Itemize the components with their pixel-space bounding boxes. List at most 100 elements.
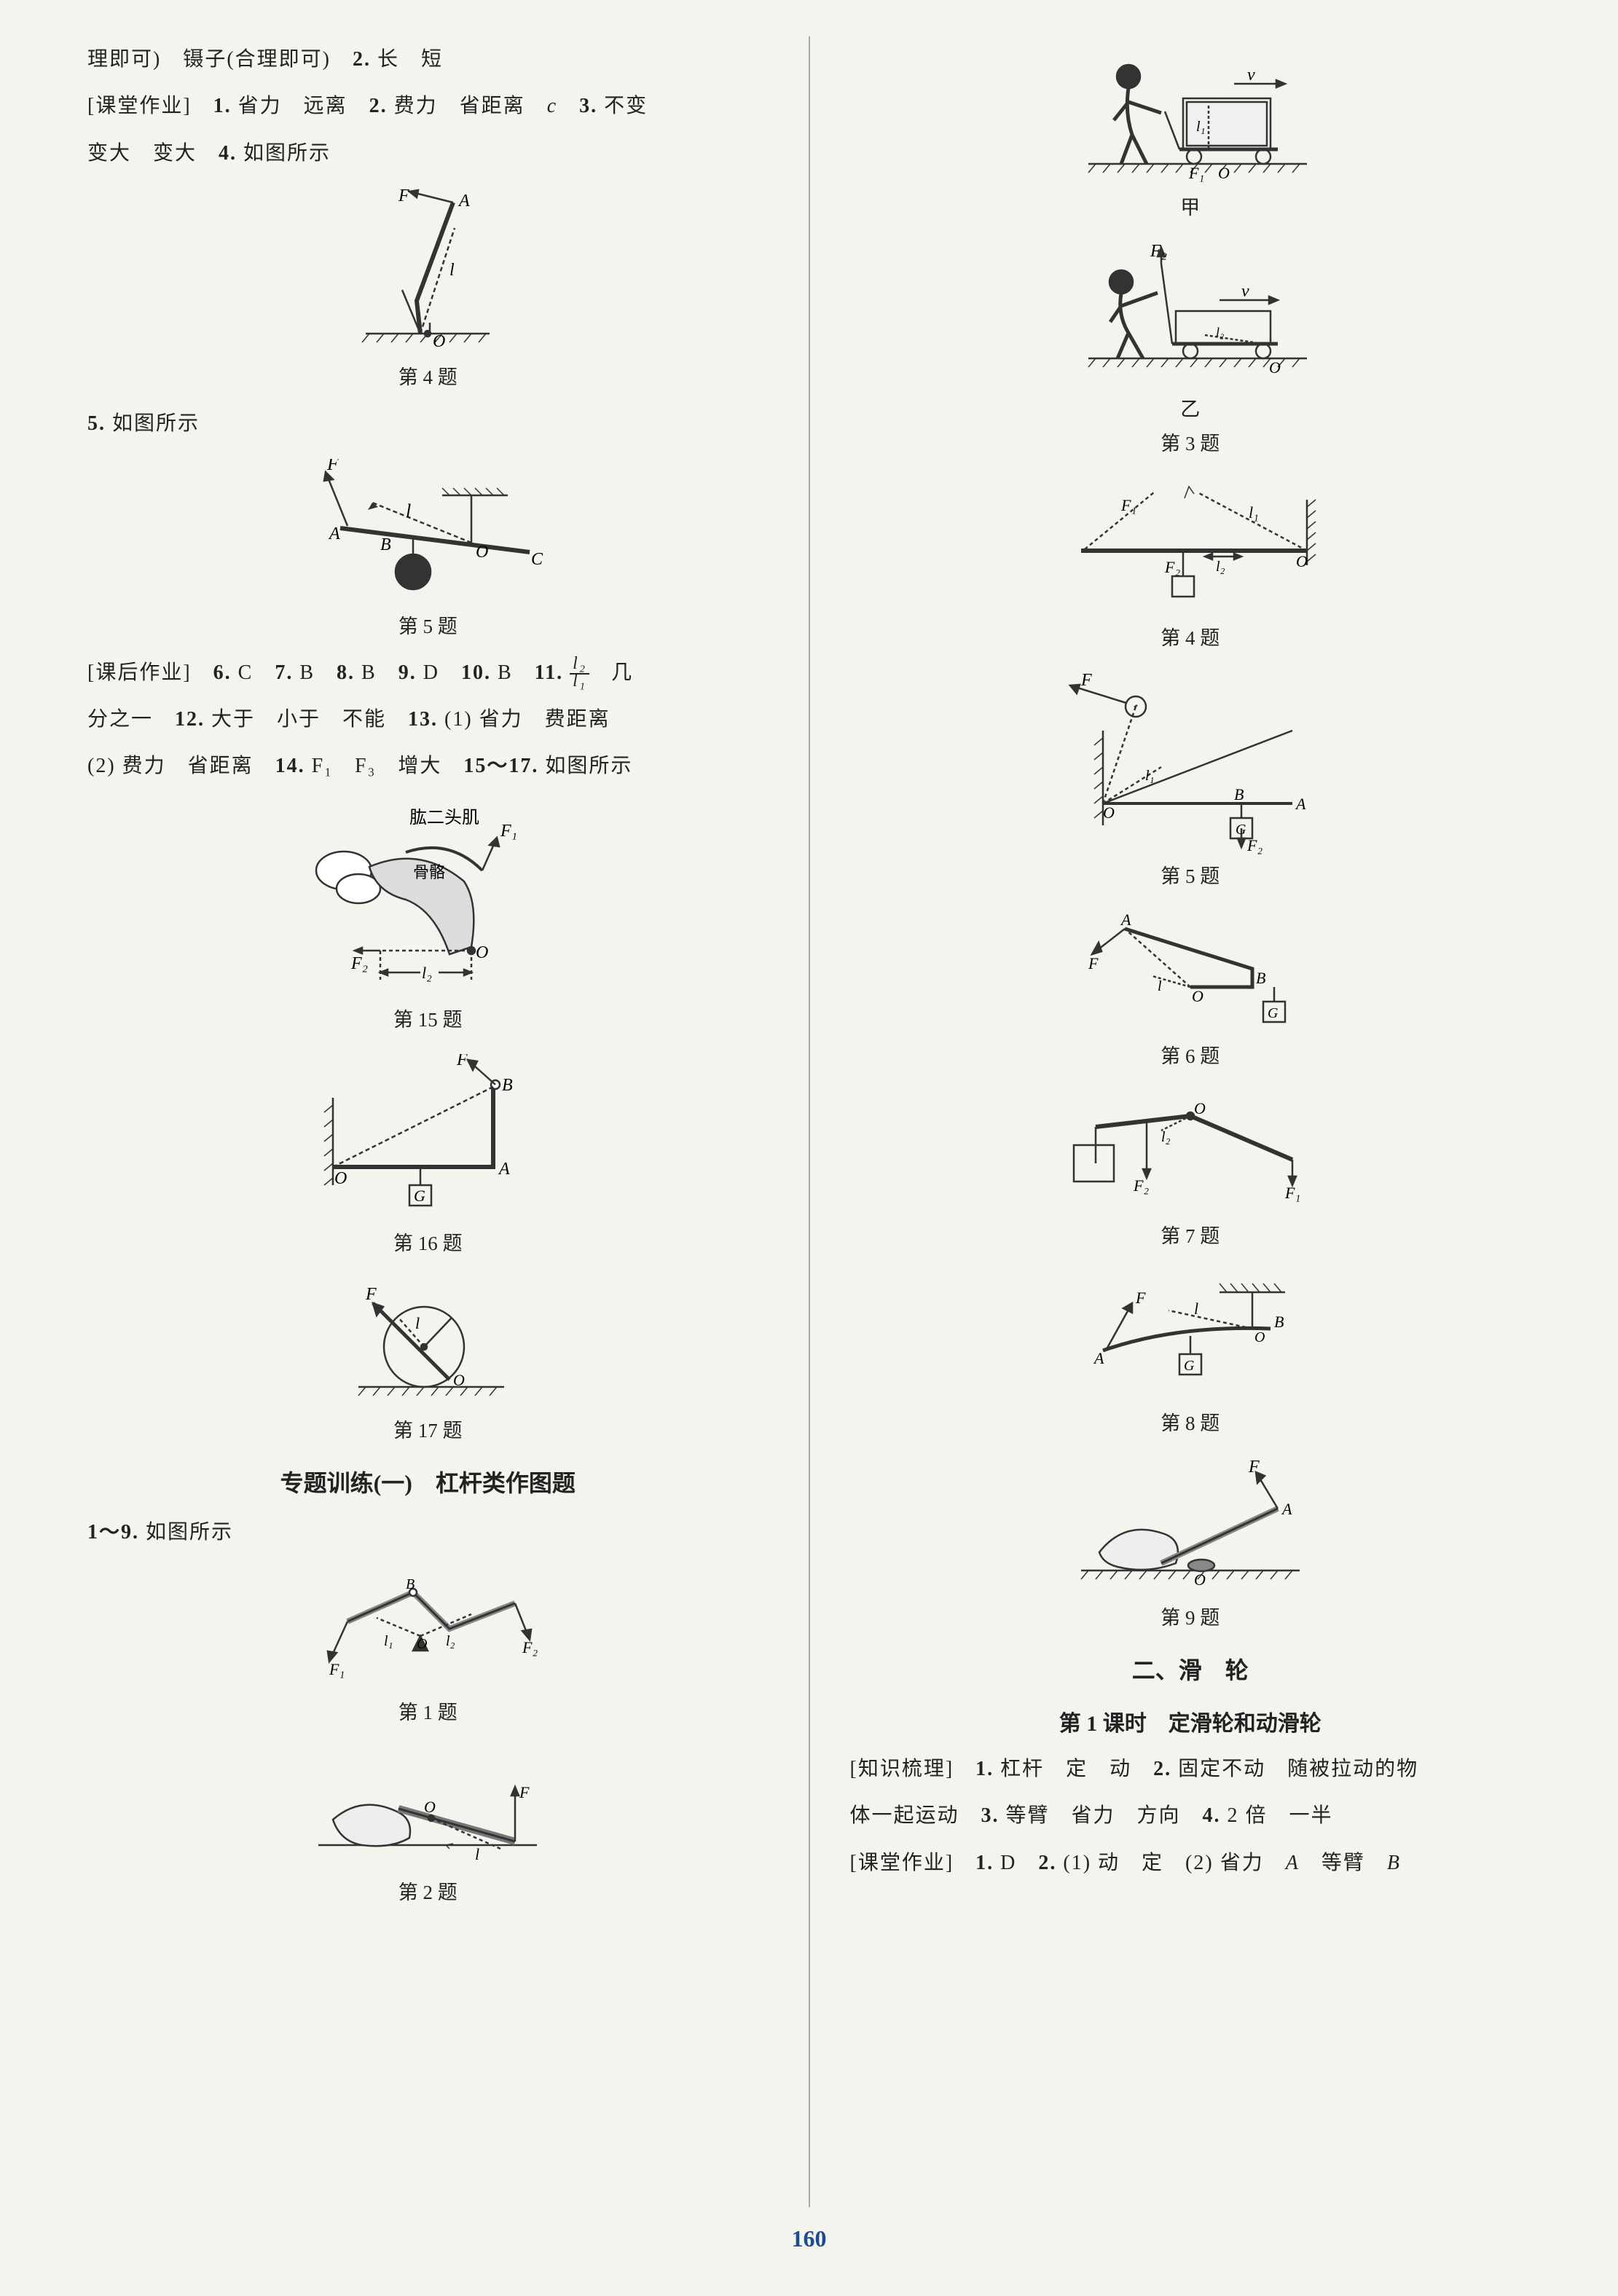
t: 如图所示: [237, 142, 331, 165]
figure-caption: 第 9 题: [1161, 1602, 1220, 1630]
text-line: 5. 如图所示: [87, 401, 769, 447]
lbl: l₁: [1196, 119, 1206, 135]
lbl: 骨骼: [413, 863, 445, 881]
lbl: l: [1158, 978, 1162, 994]
figure-15: 肱二头肌 F₁ 骨骼 F₂ l₂ O 第 15 题: [87, 801, 769, 1032]
text-line: [知识梳理] 1. 杠杆 定 动 2. 固定不动 随被拉动的物: [850, 1746, 1531, 1793]
lbl: A: [1120, 911, 1131, 929]
figure-5: F l A B O C 第 5 题: [87, 459, 769, 639]
t: B: [293, 661, 337, 684]
lbl: O: [417, 1636, 427, 1652]
lbl: l₁: [384, 1633, 393, 1649]
figure-16: F B A O G 第 16 题: [87, 1054, 769, 1256]
text-line: 体一起运动 3. 等臂 省力 方向 4. 2 倍 一半: [850, 1793, 1531, 1839]
lbl: A: [328, 524, 340, 543]
figure-4: F A l O 第 4 题: [87, 188, 769, 390]
lbl: B: [1274, 1313, 1284, 1331]
lbl: F: [1088, 954, 1099, 972]
page-number: 160: [0, 2225, 1618, 2252]
lbl: l: [415, 1314, 420, 1332]
section-heading: 专题训练(一) 杠杆类作图题: [87, 1465, 769, 1498]
lbl: F: [519, 1783, 530, 1801]
text-line: 理即可) 镊子(合理即可) 2. 长 短: [87, 36, 769, 83]
t: 长 短: [371, 48, 443, 71]
lbl: l: [475, 1845, 479, 1863]
diagram-crowbar-icon: O F l: [304, 1747, 551, 1871]
figure-17: F l O 第 17 题: [87, 1278, 769, 1443]
lbl: O: [1218, 164, 1230, 182]
figure-caption: 第 3 题: [1161, 428, 1220, 456]
diagram-crane-icon: O l₂ F₂ F₁: [1052, 1090, 1329, 1214]
t: 2 倍 一半: [1221, 1804, 1333, 1827]
lbl: F: [1248, 1458, 1260, 1477]
t: 理即可) 镊子(合理即可): [87, 48, 353, 71]
lbl: C: [531, 550, 543, 569]
figure-r8: F l B O A G 第 8 题: [850, 1270, 1531, 1436]
diagram-lever-icon: B F₁ F₂ l₁ l₂ O: [304, 1567, 551, 1691]
lbl: l: [1194, 1300, 1198, 1318]
lbl: O: [476, 543, 488, 562]
lbl: F: [1135, 1289, 1146, 1307]
page-content: 理即可) 镊子(合理即可) 2. 长 短 [课堂作业] 1. 省力 远离 2. …: [87, 36, 1531, 2207]
qn: 5.: [87, 412, 106, 435]
lbl: l₂: [446, 1633, 455, 1649]
lbl: F₂: [1150, 242, 1167, 261]
diagram-lever-icon: F B A O G: [304, 1054, 551, 1222]
lbl: O: [334, 1169, 347, 1188]
qn: 2.: [353, 48, 371, 71]
figure-caption: 第 16 题: [393, 1227, 463, 1256]
t: 省力 远离: [232, 95, 369, 117]
lbl: A: [1281, 1500, 1292, 1518]
t: 分之一: [87, 708, 175, 731]
qn: 3.: [981, 1804, 1000, 1827]
qn: 11.: [535, 661, 563, 684]
lbl: O: [433, 332, 445, 351]
diagram-lever-icon: F A l O: [344, 188, 511, 355]
lbl: v: [1247, 66, 1255, 84]
figure-l1: B F₁ F₂ l₁ l₂ O 第 1 题: [87, 1567, 769, 1725]
lbl: O: [1194, 1570, 1206, 1589]
lbl: l₂: [1161, 1129, 1171, 1145]
t: [557, 95, 579, 117]
lbl: B: [1256, 969, 1265, 987]
figure-caption: 第 7 题: [1161, 1220, 1220, 1249]
figure-caption: 第 1 题: [398, 1697, 457, 1725]
lbl: l₁: [1145, 768, 1155, 784]
qn: 13.: [408, 708, 438, 731]
figure-3a: v l₁ F₁ O 甲: [850, 47, 1531, 220]
lbl: F: [456, 1054, 468, 1069]
figure-r6: A F l O B G 第 6 题: [850, 911, 1531, 1069]
lbl: F₂: [1246, 836, 1262, 854]
diagram-lever-icon: F l A B O C: [296, 459, 559, 605]
lbl: A: [498, 1160, 510, 1179]
t: 如图所示: [538, 755, 632, 777]
figure-caption: 第 4 题: [398, 361, 457, 390]
qn: 4.: [219, 142, 237, 165]
t: 不变: [597, 95, 648, 117]
qn: 6.: [213, 661, 232, 684]
qn: 3.: [579, 95, 597, 117]
figure-caption: 第 15 题: [393, 1004, 463, 1032]
lbl: F₂: [522, 1638, 538, 1656]
qn: 8.: [337, 661, 355, 684]
figure-caption: 第 5 题: [398, 610, 457, 639]
figure-sublabel: 甲: [1180, 192, 1200, 220]
figure-r4: F₁ l₁ F₂ l₂ O 第 4 题: [850, 478, 1531, 650]
lbl: G: [1268, 1005, 1279, 1021]
figure-caption: 第 6 题: [1161, 1040, 1220, 1069]
lbl: G: [1236, 822, 1246, 838]
t: B: [1387, 1852, 1401, 1874]
t: D: [417, 661, 461, 684]
qn: 14.: [275, 755, 305, 777]
t: 几: [589, 661, 633, 684]
lbl: O: [1194, 1099, 1206, 1117]
diagram-cart-icon: F₂ v l₂ O: [1059, 242, 1322, 388]
t: A: [1286, 1852, 1300, 1874]
lbl: F₂: [1164, 558, 1180, 576]
lbl: F₁: [329, 1660, 345, 1678]
left-column: 理即可) 镊子(合理即可) 2. 长 短 [课堂作业] 1. 省力 远离 2. …: [87, 36, 787, 2207]
lbl: F: [326, 459, 339, 474]
sub-heading: 第 1 课时 定滑轮和动滑轮: [850, 1705, 1531, 1737]
figure-caption: 第 2 题: [398, 1876, 457, 1905]
lbl: 肱二头肌: [409, 808, 479, 827]
